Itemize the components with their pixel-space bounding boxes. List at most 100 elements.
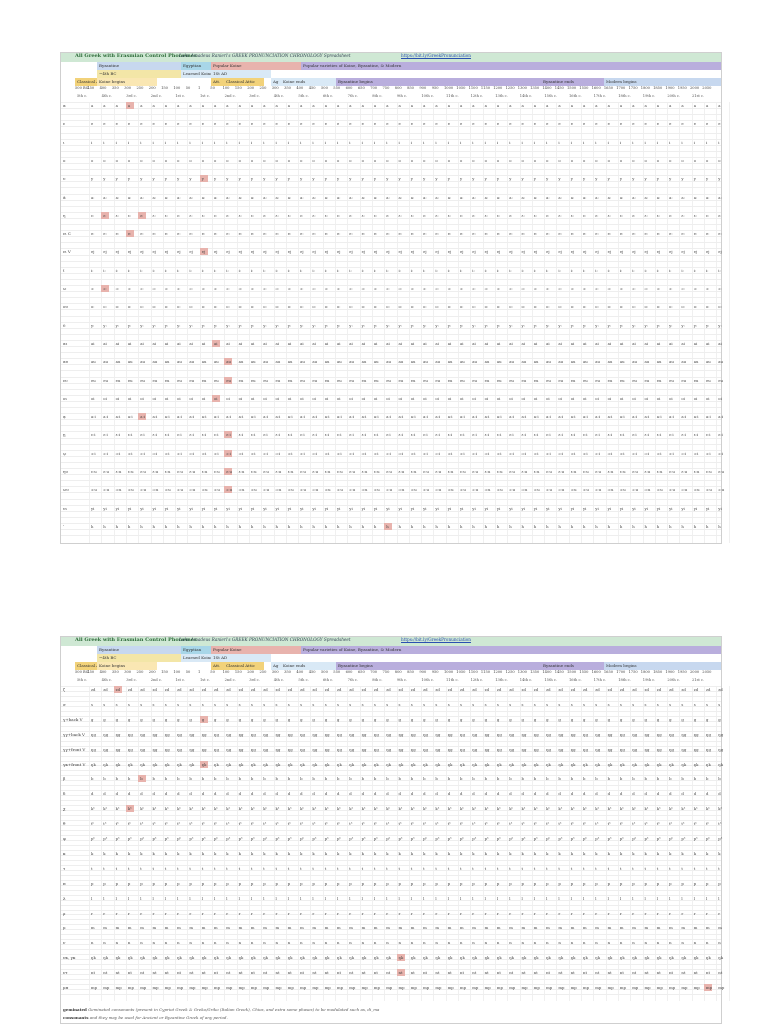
phoneme-cell: i	[595, 139, 597, 145]
phoneme-cell: y	[619, 176, 623, 182]
phoneme-cell: b	[619, 776, 623, 782]
year-label: 1100	[468, 670, 478, 674]
phoneme-cell: g	[263, 716, 266, 722]
phoneme-cell: nt	[324, 970, 329, 976]
phoneme-cell: ŋg	[324, 746, 330, 752]
phoneme-cell: oi	[287, 395, 292, 401]
phoneme-cell: yi	[460, 505, 464, 511]
phoneme-cell: n	[484, 940, 488, 946]
phoneme-cell: pʰ	[410, 836, 415, 841]
phoneme-cell: d	[718, 791, 721, 797]
phoneme-cell: y	[250, 176, 254, 182]
phoneme-cell: ŋk	[681, 955, 687, 961]
phoneme-cell: y	[607, 176, 610, 182]
phoneme-cell: k	[472, 850, 475, 856]
phoneme-cell: s	[226, 701, 229, 707]
phoneme-cell: n	[373, 940, 377, 946]
phoneme-cell: k	[484, 850, 487, 856]
phoneme-cell: ɛːu	[398, 469, 405, 474]
phoneme-cell: b	[521, 776, 524, 782]
phoneme-cell: ɔːi	[238, 450, 244, 456]
phoneme-cell: ɔː	[644, 286, 648, 291]
phoneme-cell: tʰ	[177, 821, 181, 827]
phoneme-cell: au	[226, 359, 232, 365]
phoneme-cell: ɔː	[312, 286, 316, 291]
phoneme-cell: eː	[533, 231, 538, 237]
phoneme-cell: ɔːu	[656, 487, 663, 493]
phoneme-cell: h	[632, 523, 635, 529]
century-label: 10th c.	[421, 94, 435, 98]
phoneme-cell: ej	[496, 249, 501, 255]
phoneme-cell: eː	[324, 231, 329, 237]
phoneme-cell: zd	[152, 687, 157, 692]
phoneme-cell: a	[189, 103, 192, 108]
phoneme-cell: ai	[632, 340, 636, 346]
phoneme-cell: k	[595, 850, 598, 856]
phoneme-cell: ŋg	[472, 731, 478, 737]
phoneme-cell: ai	[312, 340, 316, 346]
phoneme-cell: nt	[238, 970, 243, 976]
phoneme-cell: oː	[484, 304, 489, 310]
phoneme-cell: ɔː	[103, 286, 107, 291]
phoneme-cell: ɔːu	[287, 487, 294, 493]
year-label: 150	[161, 86, 168, 90]
phoneme-cell: ɛːu	[312, 469, 319, 474]
phoneme-cell: t	[595, 865, 597, 871]
phoneme-cell: ŋk	[410, 761, 416, 767]
phoneme-cell: tʰ	[460, 821, 464, 827]
phoneme-cell: aː	[693, 194, 698, 200]
phoneme-cell: ɛː	[619, 212, 624, 218]
phoneme-cell: pʰ	[447, 836, 452, 841]
phoneme-cell: au	[607, 359, 613, 365]
phoneme-cell: ɛːu	[164, 469, 171, 474]
phoneme-cell: eu	[632, 377, 637, 383]
phoneme-cell: d	[558, 791, 561, 797]
phoneme-cell: ɛːi	[263, 432, 268, 438]
phoneme-cell: r	[583, 910, 585, 916]
century-label: 13th c.	[495, 94, 508, 98]
phoneme-cell: pʰ	[300, 836, 305, 841]
phoneme-cell: ai	[423, 340, 427, 346]
phoneme-cell: s	[127, 701, 130, 707]
phoneme-cell: ɔːu	[484, 487, 491, 493]
phoneme-cell: yi	[619, 505, 624, 511]
phoneme-cell: oi	[398, 395, 403, 401]
phoneme-cell: d	[681, 791, 684, 797]
phoneme-cell: ɔːu	[250, 487, 257, 493]
year-label: 300	[271, 86, 279, 90]
phoneme-cell: aː	[275, 194, 280, 200]
grid-row-line	[61, 830, 721, 832]
phoneme-cell: ŋg	[324, 731, 330, 737]
phoneme-cell: d	[263, 791, 266, 797]
phoneme-cell: kʰ	[250, 806, 255, 812]
phoneme-cell: e	[287, 121, 291, 127]
phoneme-cell: n	[472, 940, 475, 946]
phoneme-cell: p	[669, 880, 672, 886]
sheet-link[interactable]: https://bit.ly/GreekPronunciation	[401, 637, 471, 642]
phoneme-cell: yː	[152, 322, 156, 328]
phoneme-cell: g	[287, 716, 291, 722]
phoneme-cell: aː	[115, 194, 120, 200]
phoneme-cell: oi	[607, 395, 612, 401]
phoneme-cell: g	[164, 716, 168, 722]
phoneme-cell: nt	[361, 970, 366, 976]
phoneme-cell: iː	[619, 267, 623, 273]
phoneme-cell: yi	[398, 505, 402, 511]
phoneme-cell: k	[201, 850, 204, 856]
phoneme-cell: aːi	[644, 414, 650, 420]
phoneme-cell: ŋk	[263, 761, 268, 767]
phoneme-cell: y	[595, 176, 598, 182]
phoneme-cell: l	[152, 895, 154, 901]
sheet-link[interactable]: https://bit.ly/GreekPronunciation	[401, 53, 471, 58]
phoneme-cell: ŋk	[423, 955, 428, 961]
grid-row-line	[61, 266, 721, 268]
phoneme-cell: n	[435, 940, 438, 946]
phoneme-cell: ɔːi	[546, 450, 551, 456]
phoneme-cell: ŋg	[410, 731, 416, 737]
phoneme-cell: oi	[115, 395, 120, 401]
phoneme-cell: eː	[361, 231, 366, 237]
century-label: 2nd c.	[150, 94, 162, 98]
phoneme-cell: ɛː	[127, 212, 132, 218]
phoneme-cell: ŋg	[521, 746, 527, 752]
phoneme-cell: ai	[595, 340, 599, 346]
